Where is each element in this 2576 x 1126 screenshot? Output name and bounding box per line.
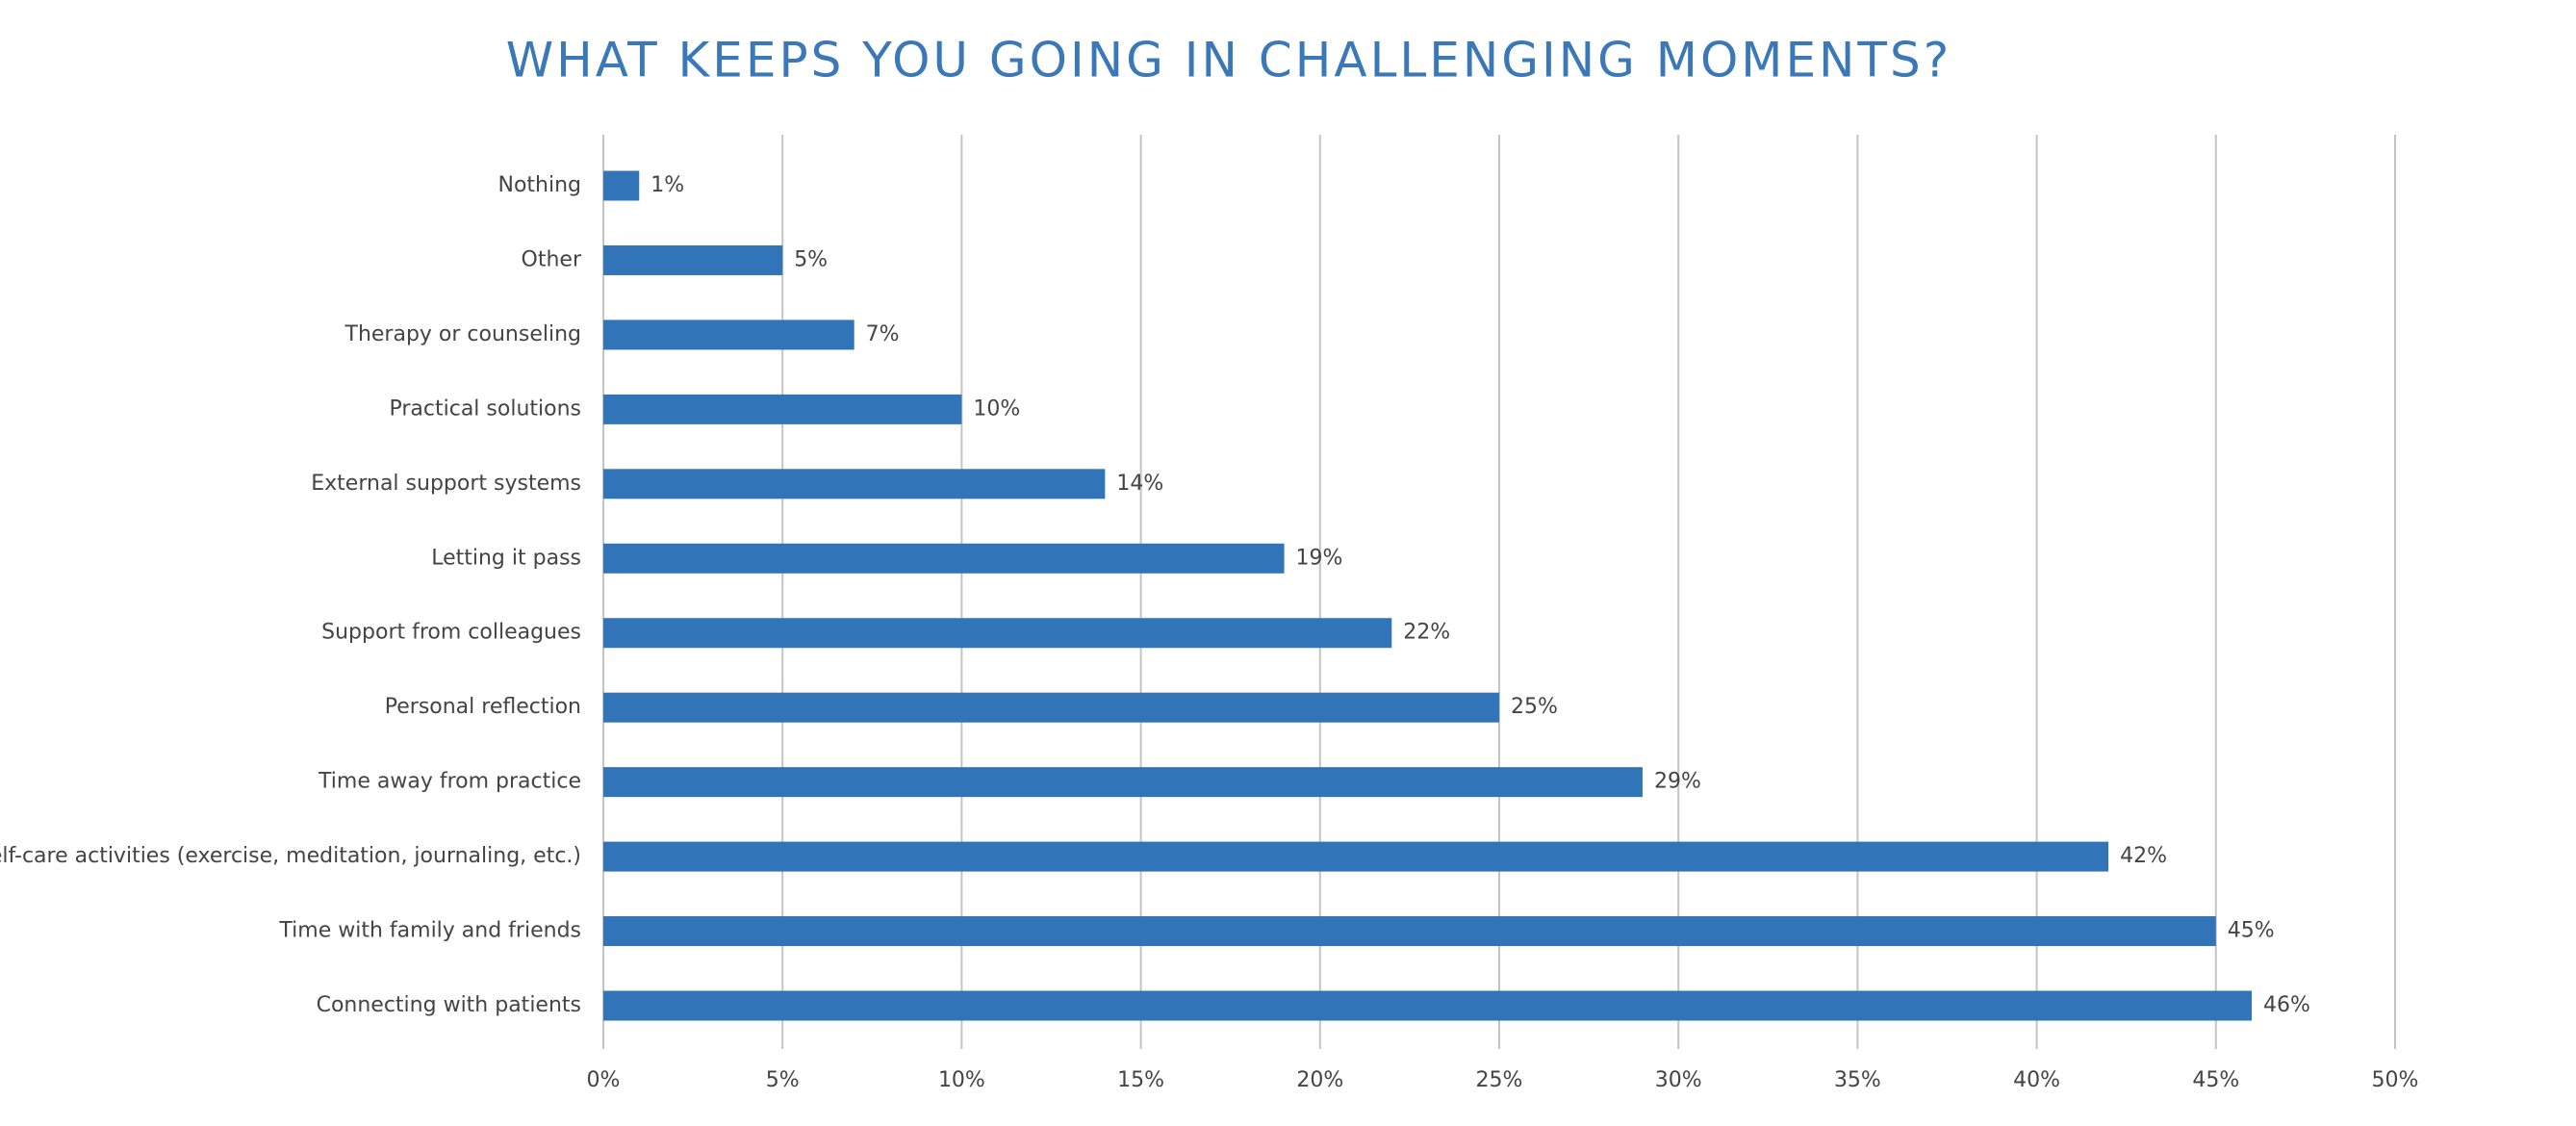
- x-tick-label: 10%: [938, 1068, 985, 1092]
- value-label: 45%: [2228, 919, 2275, 943]
- bar: [603, 692, 1499, 723]
- y-tick-label: External support systems: [311, 472, 581, 496]
- bar: [603, 543, 1285, 574]
- x-tick-label: 35%: [1834, 1068, 1881, 1092]
- bar: [603, 841, 2109, 872]
- bar: [603, 244, 783, 275]
- bar: [603, 767, 1643, 798]
- y-tick-label: Practical solutions: [389, 397, 581, 421]
- x-tick-label: 30%: [1655, 1068, 1702, 1092]
- bar: [603, 618, 1392, 649]
- y-tick-label: Other: [522, 247, 582, 271]
- bar: [603, 394, 962, 424]
- value-label: 14%: [1116, 472, 1163, 496]
- x-tick-label: 40%: [2013, 1068, 2060, 1092]
- x-tick-label: 5%: [766, 1068, 800, 1092]
- x-tick-label: 50%: [2372, 1068, 2419, 1092]
- value-label: 1%: [650, 173, 684, 197]
- y-tick-label: Connecting with patients: [317, 993, 581, 1017]
- x-tick-label: 15%: [1117, 1068, 1164, 1092]
- value-label: 22%: [1403, 621, 1450, 645]
- x-tick-label: 0%: [587, 1068, 621, 1092]
- value-label: 42%: [2120, 844, 2167, 868]
- value-label: 29%: [1654, 770, 1701, 794]
- y-tick-label: Self-care activities (exercise, meditati…: [0, 844, 581, 868]
- bar: [603, 469, 1106, 499]
- y-tick-label: Support from colleagues: [321, 621, 581, 645]
- y-tick-label: Time with family and friends: [278, 919, 581, 943]
- y-tick-label: Personal reflection: [385, 695, 581, 719]
- x-tick-label: 20%: [1296, 1068, 1343, 1092]
- value-label: 19%: [1296, 546, 1343, 570]
- x-tick-label: 45%: [2192, 1068, 2239, 1092]
- bar: [603, 170, 640, 201]
- y-tick-label: Time away from practice: [318, 770, 581, 794]
- bar: [603, 320, 854, 350]
- chart-title: WHAT KEEPS YOU GOING IN CHALLENGING MOME…: [506, 33, 1952, 89]
- x-tick-label: 25%: [1476, 1068, 1523, 1092]
- value-label: 46%: [2263, 993, 2310, 1017]
- value-label: 5%: [794, 247, 828, 271]
- bar: [603, 916, 2216, 947]
- value-label: 25%: [1511, 695, 1558, 719]
- y-tick-label: Therapy or counseling: [344, 322, 582, 346]
- y-tick-label: Letting it pass: [431, 546, 581, 570]
- value-label: 7%: [866, 322, 900, 346]
- value-label: 10%: [973, 397, 1020, 421]
- y-tick-label: Nothing: [497, 173, 581, 197]
- bar: [603, 990, 2253, 1021]
